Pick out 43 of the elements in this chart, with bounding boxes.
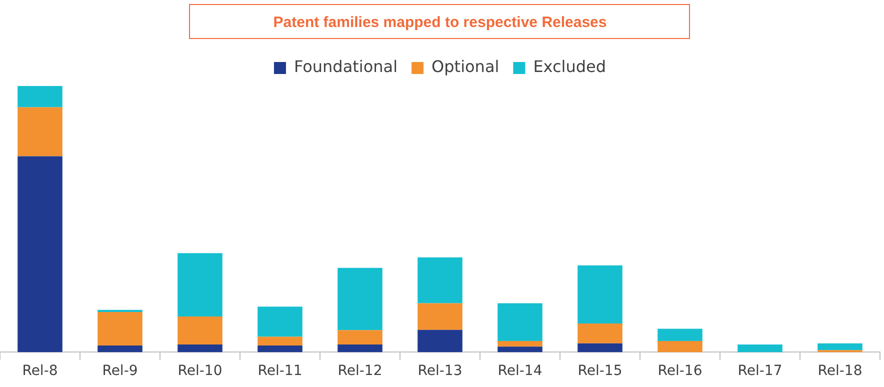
x-tick-label: Rel-15 — [578, 363, 622, 380]
bar — [578, 323, 622, 344]
bar — [178, 344, 222, 352]
x-tick-label: Rel-11 — [258, 363, 302, 380]
bar — [738, 344, 782, 352]
x-tick-label: Rel-17 — [738, 363, 782, 380]
x-tick-label: Rel-12 — [338, 363, 382, 380]
bar — [98, 312, 142, 346]
bar — [98, 346, 142, 352]
x-tick-label: Rel-16 — [658, 363, 702, 380]
x-tick-label: Rel-10 — [178, 363, 222, 380]
legend-label: Excluded — [533, 57, 606, 76]
bar — [498, 346, 542, 352]
bar — [338, 330, 382, 344]
bar — [338, 344, 382, 352]
bar — [578, 265, 622, 324]
legend-label: Foundational — [294, 57, 398, 76]
bar — [658, 341, 702, 352]
bar — [18, 156, 62, 352]
bar — [418, 330, 462, 352]
bar — [18, 107, 62, 156]
bar — [18, 86, 62, 108]
bar — [258, 336, 302, 346]
x-tick-label: Rel-9 — [102, 363, 138, 380]
bar — [578, 343, 622, 352]
legend-label: Optional — [432, 57, 500, 76]
x-tick-label: Rel-8 — [22, 363, 58, 380]
bar — [658, 328, 702, 342]
x-tick-label: Rel-14 — [498, 363, 542, 380]
bar — [498, 303, 542, 342]
bar — [258, 346, 302, 352]
x-tick-label: Rel-18 — [818, 363, 862, 380]
bar — [338, 268, 382, 330]
chart-title: Patent families mapped to respective Releases — [273, 14, 607, 32]
bar — [418, 303, 462, 330]
bar — [178, 316, 222, 344]
bar — [98, 310, 142, 312]
bar — [258, 306, 302, 337]
bar — [178, 253, 222, 317]
bar — [498, 341, 542, 347]
bar — [818, 343, 862, 350]
bar — [418, 257, 462, 304]
x-tick-label: Rel-13 — [418, 363, 462, 380]
